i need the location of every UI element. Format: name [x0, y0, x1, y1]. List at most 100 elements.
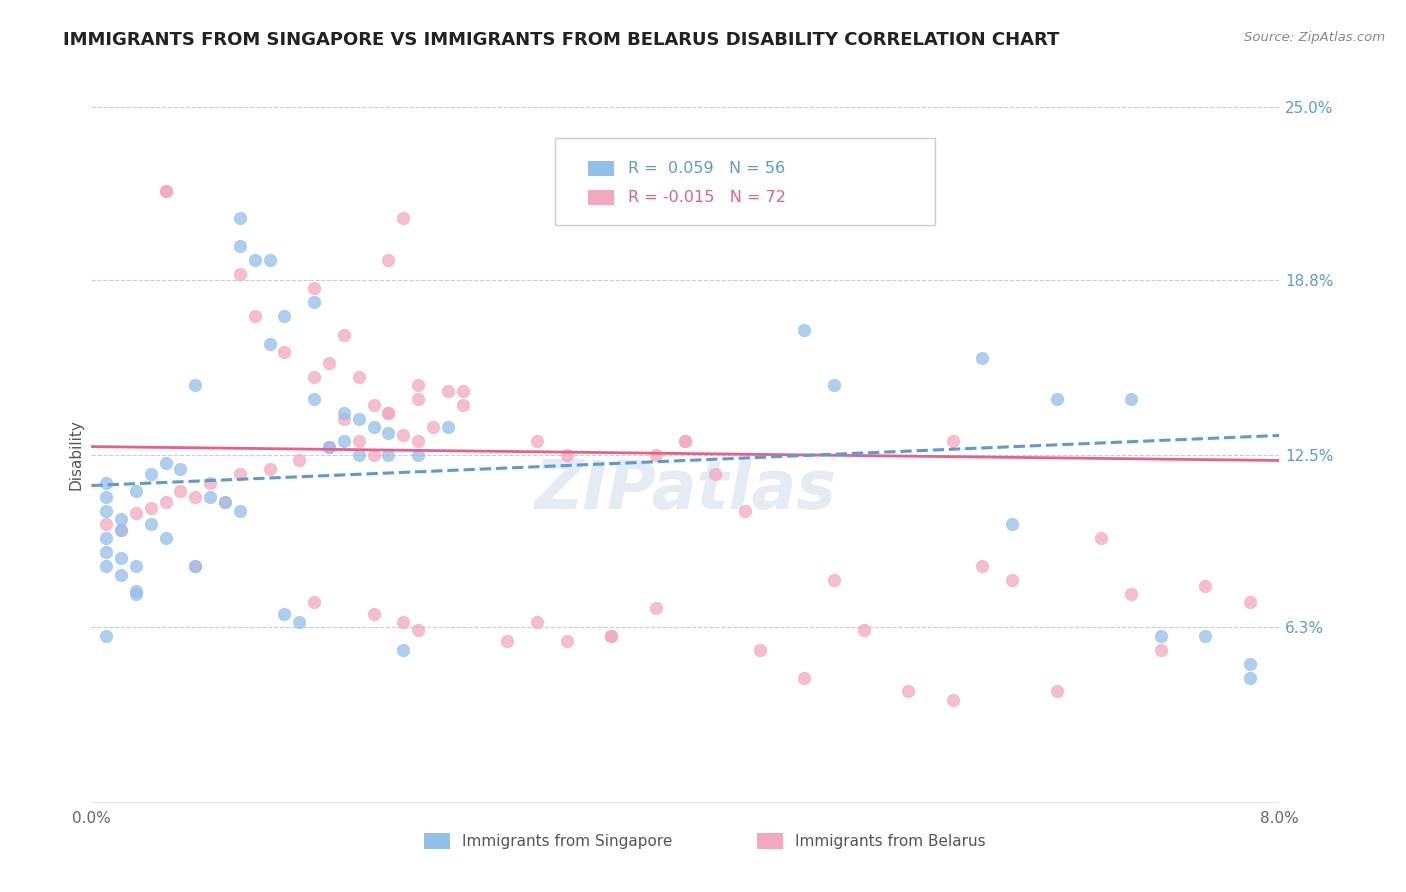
Point [184, 559, 207, 574]
Point [347, 434, 370, 448]
Point [229, 467, 252, 482]
Point [96, 490, 118, 504]
Point [229, 503, 252, 517]
Point [1194, 579, 1216, 593]
Point [392, 642, 415, 657]
Point [555, 634, 578, 648]
Point [377, 406, 399, 420]
Text: Immigrants from Singapore: Immigrants from Singapore [463, 833, 672, 848]
Point [363, 607, 385, 621]
Point [526, 615, 548, 629]
Point [347, 370, 370, 384]
Point [436, 384, 458, 398]
Point [1239, 595, 1261, 609]
Point [1046, 392, 1069, 407]
Point [243, 253, 266, 268]
Point [155, 532, 177, 546]
Point [600, 629, 623, 643]
Point [96, 559, 118, 574]
Point [302, 392, 325, 407]
Point [555, 448, 578, 462]
Point [793, 323, 815, 337]
Text: Immigrants from Belarus: Immigrants from Belarus [794, 833, 986, 848]
Point [333, 406, 356, 420]
Point [347, 411, 370, 425]
Point [377, 406, 399, 420]
Point [942, 434, 965, 448]
Point [139, 500, 162, 515]
Point [1239, 657, 1261, 671]
Point [392, 428, 415, 442]
Point [96, 545, 118, 559]
Point [110, 523, 132, 537]
Text: Source: ZipAtlas.com: Source: ZipAtlas.com [1244, 31, 1385, 45]
Bar [425, 833, 450, 848]
Point [333, 411, 356, 425]
Point [333, 328, 356, 343]
Point [392, 615, 415, 629]
Point [496, 634, 519, 648]
Point [169, 462, 191, 476]
Point [200, 490, 222, 504]
Point [125, 559, 148, 574]
Text: R =  0.059   N = 56: R = 0.059 N = 56 [628, 161, 786, 176]
Point [302, 595, 325, 609]
Point [184, 490, 207, 504]
Point [288, 615, 311, 629]
Point [184, 559, 207, 574]
Point [110, 512, 132, 526]
Point [897, 684, 920, 698]
Point [406, 392, 429, 407]
Point [302, 370, 325, 384]
Point [155, 456, 177, 470]
Point [139, 467, 162, 482]
Point [748, 642, 770, 657]
Point [273, 345, 295, 359]
Point [1239, 671, 1261, 685]
Point [363, 420, 385, 434]
Point [96, 475, 118, 490]
Point [169, 484, 191, 499]
Bar [588, 161, 614, 176]
Point [436, 420, 458, 434]
Point [155, 184, 177, 198]
Point [1090, 532, 1112, 546]
Point [96, 532, 118, 546]
Point [1194, 629, 1216, 643]
Point [704, 467, 727, 482]
Point [155, 184, 177, 198]
Point [273, 607, 295, 621]
Point [1046, 684, 1069, 698]
Point [823, 573, 845, 587]
Point [600, 629, 623, 643]
Point [110, 567, 132, 582]
Point [673, 434, 696, 448]
Point [243, 309, 266, 323]
Point [406, 434, 429, 448]
Point [406, 378, 429, 392]
Point [1119, 392, 1142, 407]
Point [363, 398, 385, 412]
Bar [588, 190, 614, 205]
Text: ZIPatlas: ZIPatlas [534, 457, 837, 523]
Point [200, 475, 222, 490]
Point [451, 398, 474, 412]
Point [377, 425, 399, 440]
Point [96, 629, 118, 643]
Point [526, 434, 548, 448]
Point [377, 448, 399, 462]
Point [644, 601, 666, 615]
Point [229, 211, 252, 226]
FancyBboxPatch shape [555, 138, 935, 226]
Point [288, 453, 311, 467]
Point [1119, 587, 1142, 601]
Point [184, 378, 207, 392]
Point [852, 624, 875, 638]
Point [259, 462, 281, 476]
Point [347, 448, 370, 462]
Point [333, 434, 356, 448]
Point [1149, 642, 1171, 657]
Point [734, 503, 756, 517]
Point [972, 559, 994, 574]
Point [96, 517, 118, 532]
